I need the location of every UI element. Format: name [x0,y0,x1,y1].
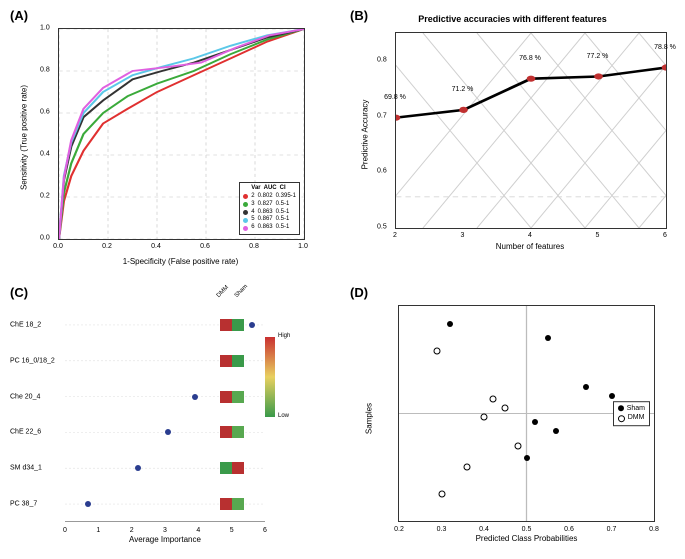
panel-b-accuracy: (B) Predictive accuracies with different… [350,10,675,272]
scatter-plot: 0.20.30.40.50.60.70.8 Sham DMM Predicted… [398,305,655,522]
scatter-legend: Sham DMM [613,401,650,427]
accuracy-ylabel: Predictive Accuracy [361,99,370,169]
panel-a-label: (A) [10,8,28,23]
panel-c-label: (C) [10,285,28,300]
colorbar-low: Low [278,413,289,419]
colorbar [265,337,275,417]
roc-plot: 0.00.20.40.60.81.0 0.00.20.40.60.81.0 1-… [58,28,303,238]
legend-h2: CI [280,185,286,193]
importance-svg [65,307,265,522]
roc-xlabel: 1-Specificity (False positive rate) [123,257,239,266]
heat-group-sham: Sham [234,284,249,299]
heat-group-dmm: DMM [216,285,230,299]
accuracy-title: Predictive accuracies with different fea… [418,14,607,24]
panel-d-scatter: (D) 0.20.30.40.50.60.70.8 Sham DMM Predi… [350,287,675,549]
legend-sham: Sham [618,404,645,414]
scatter-xlabel: Predicted Class Probabilities [476,534,578,543]
importance-plot: ChE 18_2PC 16_0/18_2Che 20_4ChE 22_6SM d… [65,307,265,522]
panel-d-label: (D) [350,285,368,300]
legend-h0: Var [251,185,260,193]
panel-a-roc: (A) 0.00.20.40.60.81.0 0.00.20.40.60.81.… [10,10,335,272]
legend-h1: AUC [264,185,277,193]
panel-c-importance: (C) ChE 18_2PC 16_0/18_2Che 20_4ChE 22_6… [10,287,335,549]
colorbar-high: High [278,333,290,339]
roc-legend: Var AUC CI 20.8020.395-130.8270.5-140.86… [239,182,300,235]
roc-ylabel: Sensitivity (True positive rate) [20,85,29,190]
accuracy-plot: 23456 0.50.60.70.8 69.8 %71.2 %76.8 %77.… [395,32,665,227]
importance-xlabel: Average Importance [129,535,201,544]
scatter-ylabel: Samples [365,402,374,433]
heat-group-labels: DMM Sham [218,293,254,299]
accuracy-xlabel: Number of features [496,242,564,251]
legend-dmm: DMM [618,414,645,424]
panel-b-label: (B) [350,8,368,23]
